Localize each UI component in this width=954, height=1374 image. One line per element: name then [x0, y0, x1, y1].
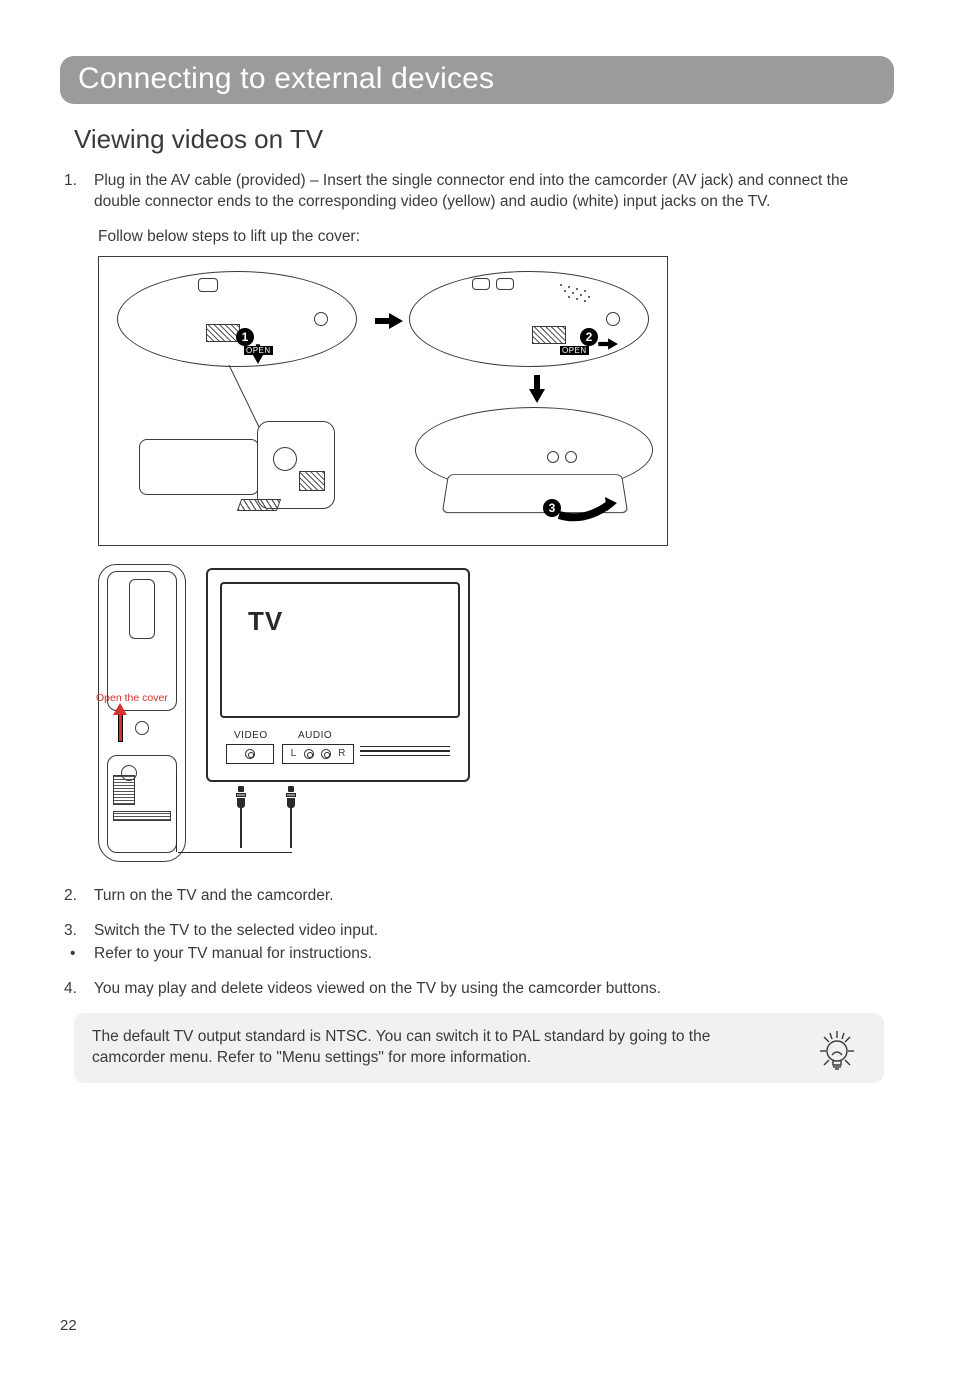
audio-port-label: AUDIO [298, 730, 332, 741]
step-number: 4. [60, 979, 94, 1000]
follow-instruction: Follow below steps to lift up the cover: [98, 227, 894, 248]
note-box: The default TV output standard is NTSC. … [74, 1013, 884, 1083]
camcorder-body [139, 439, 259, 495]
step-text: Switch the TV to the selected video inpu… [94, 921, 894, 942]
step-number: 3. [60, 921, 94, 942]
video-port-label: VIDEO [234, 730, 268, 741]
audio-port-box: L R [282, 744, 354, 764]
arrow-down-icon [252, 354, 263, 364]
arrow-right-icon [389, 313, 403, 329]
step-text: Turn on the TV and the camcorder. [94, 886, 894, 907]
tv-connection-diagram: Open the cover TV VIDEO AUDIO L R [98, 564, 478, 864]
camcorder-closeup-2: 2 OPEN [409, 271, 649, 367]
arrow-down-icon [529, 389, 545, 403]
detail-shape [129, 579, 155, 639]
grip-icon [237, 499, 281, 511]
section-title-bar: Connecting to external devices [60, 56, 894, 104]
jack-icon [245, 749, 255, 759]
bullet-icon: • [60, 944, 94, 965]
detail-circle [314, 312, 328, 326]
camcorder-open-view: 3 [415, 407, 655, 533]
step-number: 2. [60, 886, 94, 907]
note-text: The default TV output standard is NTSC. … [92, 1028, 710, 1066]
steps-list-cont: 2. Turn on the TV and the camcorder. 3. … [60, 886, 894, 942]
cable-line [176, 774, 177, 852]
manual-page: Connecting to external devices Viewing v… [0, 0, 954, 1374]
av-plug-video [236, 786, 246, 810]
detail-shape [472, 278, 490, 290]
av-plug-audio [286, 786, 296, 810]
lens-icon [273, 447, 297, 471]
cover-lift-diagram: 1 OPEN 2 OPEN [98, 256, 668, 546]
tv-frame: TV VIDEO AUDIO L R [206, 568, 470, 782]
subsection-title: Viewing videos on TV [74, 124, 894, 155]
lightbulb-icon [808, 1021, 866, 1079]
page-number: 22 [60, 1317, 77, 1334]
tv-screen: TV [220, 582, 460, 718]
curved-arrow-icon [557, 497, 617, 525]
bullet-text: Refer to your TV manual for instructions… [94, 944, 372, 965]
step-4: 4. You may play and delete videos viewed… [60, 979, 894, 1000]
open-label: OPEN [244, 346, 273, 355]
step-number: 1. [60, 171, 94, 213]
red-arrow-up-icon [118, 714, 123, 742]
step-badge-1: 1 [236, 328, 254, 346]
step-text: You may play and delete videos viewed on… [94, 979, 894, 1000]
port-icon [547, 451, 559, 463]
video-port-box [226, 744, 274, 764]
detail-circle [606, 312, 620, 326]
camcorder-closeup-1: 1 OPEN [117, 271, 357, 367]
step-text: Plug in the AV cable (provided) – Insert… [94, 171, 894, 213]
detail-shape [496, 278, 514, 290]
port-icon [135, 721, 149, 735]
audio-l-label: L [291, 748, 297, 759]
step-2: 2. Turn on the TV and the camcorder. [60, 886, 894, 907]
camcorder-handle [257, 421, 335, 509]
steps-list-cont2: 4. You may play and delete videos viewed… [60, 979, 894, 1000]
button-icon [121, 765, 137, 781]
jack-icon [304, 749, 314, 759]
grip-icon [299, 471, 325, 491]
cable-line [178, 852, 292, 853]
jack-icon [321, 749, 331, 759]
step-badge-2: 2 [580, 328, 598, 346]
tv-label: TV [248, 606, 283, 637]
detail-shape [198, 278, 218, 292]
vent-lines-icon [360, 746, 450, 756]
speaker-dots-icon [560, 284, 620, 308]
step-3: 3. Switch the TV to the selected video i… [60, 921, 894, 942]
step-3-bullet: • Refer to your TV manual for instructio… [60, 944, 894, 965]
open-cover-label: Open the cover [96, 692, 168, 704]
step-1: 1. Plug in the AV cable (provided) – Ins… [60, 171, 894, 213]
steps-list: 1. Plug in the AV cable (provided) – Ins… [60, 171, 894, 213]
camcorder-full-view [139, 421, 339, 521]
section-title: Connecting to external devices [78, 62, 876, 96]
port-icon [565, 451, 577, 463]
audio-r-label: R [338, 748, 345, 759]
grip-icon [113, 811, 171, 821]
camcorder-side-view [98, 564, 186, 862]
grip-icon [532, 326, 566, 344]
grip-icon [206, 324, 240, 342]
open-label: OPEN [560, 346, 589, 355]
arrow-right-icon [608, 338, 618, 349]
